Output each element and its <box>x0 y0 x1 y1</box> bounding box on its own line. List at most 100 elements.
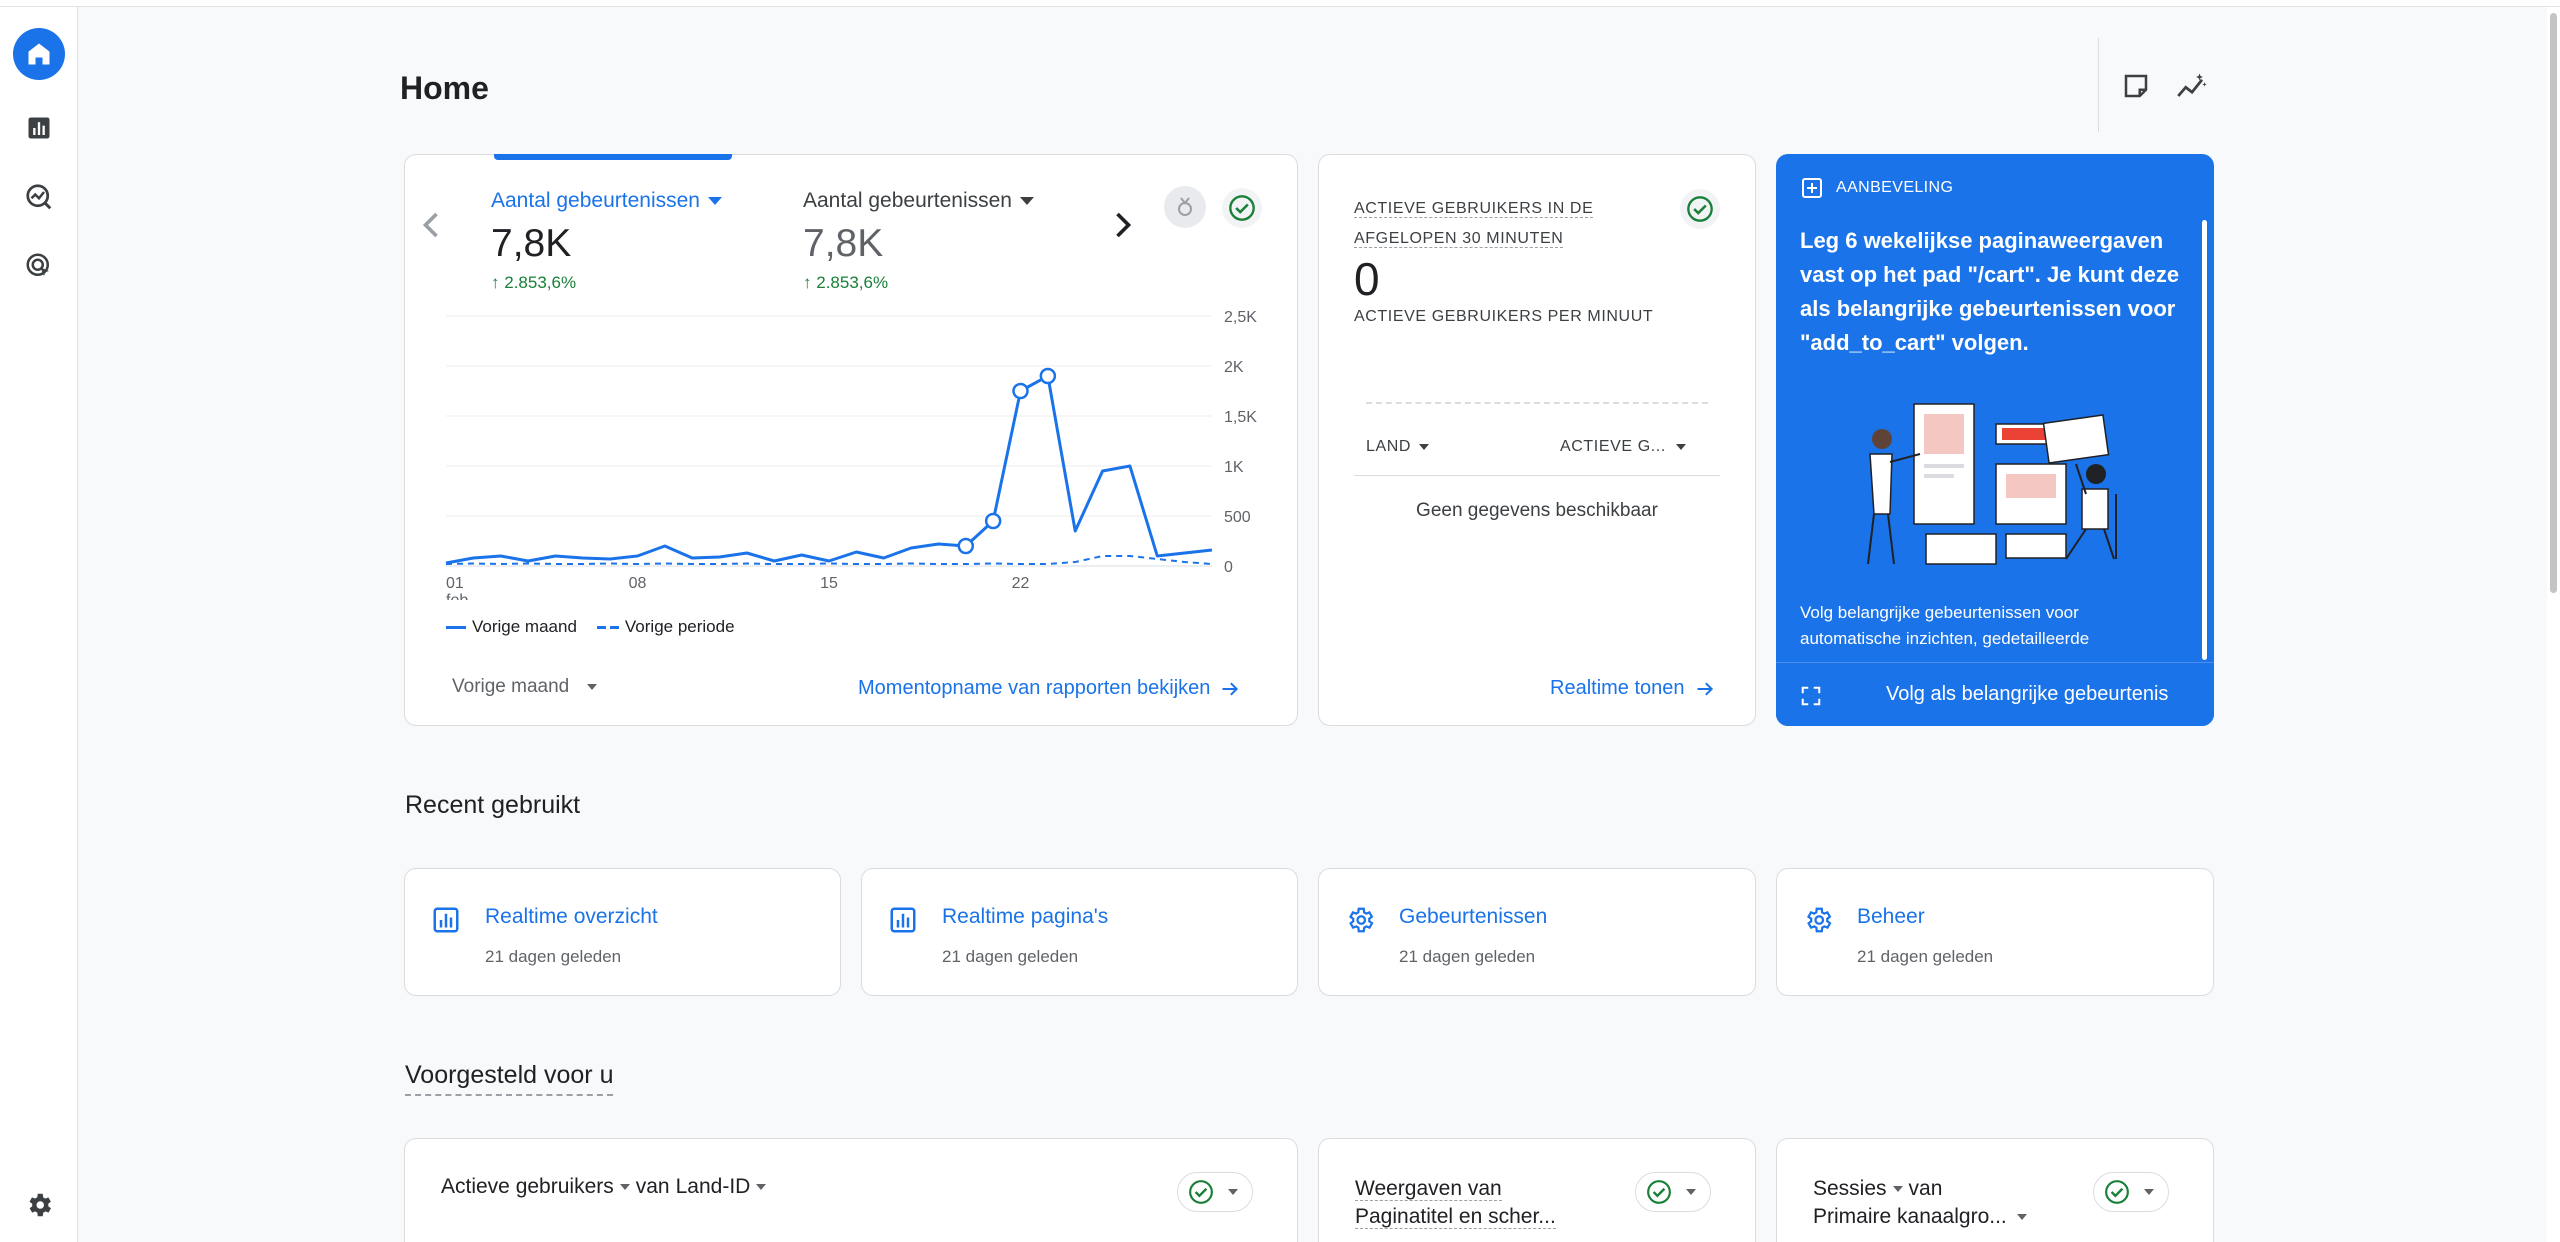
legend-previous: Vorige periode <box>596 617 735 637</box>
suggested-joiner: van <box>635 1175 670 1198</box>
check-circle-icon <box>1189 1180 1213 1204</box>
arrow-up-icon: ↑ <box>803 273 812 292</box>
chevron-down-icon[interactable] <box>619 1184 630 1190</box>
realtime-link[interactable]: Realtime tonen <box>1550 677 1715 700</box>
suggested-section-title: Voorgesteld voor u <box>405 1061 614 1096</box>
metric-next-button[interactable] <box>1112 210 1134 245</box>
y-tick-label: 2,5K <box>1224 309 1257 326</box>
page-scrollbar[interactable] <box>2547 7 2560 1242</box>
recent-item[interactable]: Beheer 21 dagen geleden <box>1776 868 2214 996</box>
report-icon <box>433 907 459 933</box>
realtime-title-text-1: ACTIEVE GEBRUIKERS IN DE <box>1354 200 1594 218</box>
check-circle-icon <box>2105 1180 2129 1204</box>
recent-item-label: Beheer <box>1857 905 1925 928</box>
recommendation-badge: AANBEVELING <box>1800 176 1953 200</box>
medal-icon <box>1178 197 1192 216</box>
recent-item-label: Realtime overzicht <box>485 905 658 928</box>
chevron-down-icon[interactable] <box>1892 1186 1903 1192</box>
follow-key-event-button[interactable]: Volg als belangrijke gebeurtenis <box>1886 683 2169 705</box>
chevron-down-icon[interactable] <box>756 1184 767 1190</box>
legend-current-label: Vorige maand <box>472 617 577 636</box>
suggested-card-title: Weergaven van Paginatitel en scher... <box>1355 1175 1556 1231</box>
suggested-dimension-line: Primaire kanaalgro... <box>1813 1203 2027 1231</box>
sticky-note-icon <box>2124 74 2148 98</box>
recent-item[interactable]: Realtime overzicht 21 dagen geleden <box>404 868 841 996</box>
suggested-dimension-line: Paginatitel en scher... <box>1355 1203 1556 1231</box>
col-country-header[interactable]: LAND <box>1366 438 1430 456</box>
suggested-dimension[interactable]: Paginatitel en scher... <box>1355 1205 1556 1229</box>
suggested-dimension[interactable]: Primaire kanaalgro... <box>1813 1205 2007 1228</box>
metric-1-selector[interactable]: Aantal gebeurtenissen <box>491 189 722 213</box>
metric-prev-button[interactable] <box>420 210 442 245</box>
chart-data-point <box>957 537 975 555</box>
chevron-down-icon[interactable] <box>2016 1214 2027 1220</box>
date-range-selector[interactable]: Vorige maand <box>452 676 598 698</box>
chart-data-point <box>1039 367 1057 385</box>
gear-icon <box>1349 907 1374 933</box>
arrow-right-icon <box>1697 681 1713 696</box>
col-country-label: LAND <box>1366 438 1412 455</box>
recent-item[interactable]: Realtime pagina's 21 dagen geleden <box>861 868 1298 996</box>
status-check-button[interactable] <box>1222 188 1262 228</box>
report-snapshot-link[interactable]: Momentopname van rapporten bekijken <box>858 677 1240 700</box>
nav-reports-button[interactable] <box>13 102 65 154</box>
recent-item-time: 21 dagen geleden <box>485 947 622 966</box>
chevron-down-icon <box>1686 1189 1696 1195</box>
x-tick-label: 15 <box>820 575 838 592</box>
gear-icon <box>1807 907 1832 933</box>
top-bar <box>0 0 2560 7</box>
suggested-card-menu[interactable] <box>1177 1172 1253 1212</box>
suggested-metric[interactable]: Weergaven van <box>1355 1177 1502 1201</box>
report-icon <box>890 907 916 933</box>
recent-item[interactable]: Gebeurtenissen 21 dagen geleden <box>1318 868 1756 996</box>
col-active-label: ACTIEVE G... <box>1560 438 1666 455</box>
y-tick-label: 1K <box>1224 459 1244 476</box>
expand-icon[interactable] <box>1800 685 1822 707</box>
realtime-status-button[interactable] <box>1680 189 1720 229</box>
metric-1-change-value: 2.853,6% <box>504 273 577 292</box>
chevron-down-icon <box>1228 1189 1238 1195</box>
recommendation-badge-label: AANBEVELING <box>1836 179 1954 196</box>
recommendation-headline: Leg 6 wekelijkse paginaweergaven vast op… <box>1800 228 2180 355</box>
suggested-card-title: Sessies van Primaire kanaalgro... <box>1813 1175 2027 1231</box>
realtime-value: 0 <box>1354 253 1380 305</box>
nav-advertising-button[interactable] <box>13 240 65 292</box>
insights-button[interactable] <box>2174 68 2210 104</box>
realtime-empty-state: Geen gegevens beschikbaar <box>1416 500 1658 521</box>
y-tick-label: 1,5K <box>1224 409 1257 426</box>
chevron-down-icon <box>2144 1189 2154 1195</box>
nav-explore-button[interactable] <box>13 171 65 223</box>
realtime-title: ACTIEVE GEBRUIKERS IN DE AFGELOPEN 30 MI… <box>1354 194 1594 254</box>
suggested-card-title: Actieve gebruikers van Land-ID <box>441 1175 767 1199</box>
metric-2-selector[interactable]: Aantal gebeurtenissen <box>803 189 1034 213</box>
active-metric-indicator <box>494 154 732 160</box>
chevron-right-icon <box>1116 212 1132 238</box>
realtime-title-line-2: AFGELOPEN 30 MINUTEN <box>1354 224 1593 254</box>
suggested-card-menu[interactable] <box>1635 1172 1711 1212</box>
suggested-dimension[interactable]: Land-ID <box>675 1175 751 1198</box>
home-icon <box>28 43 50 65</box>
notes-button[interactable] <box>2118 68 2154 104</box>
arrow-up-icon: ↑ <box>491 273 500 292</box>
suggested-card-menu[interactable] <box>2093 1172 2169 1212</box>
nav-home-button[interactable] <box>13 28 65 80</box>
gear-icon <box>29 1193 52 1217</box>
suggested-metric[interactable]: Sessies <box>1813 1177 1887 1200</box>
suggested-metric[interactable]: Actieve gebruikers <box>441 1175 614 1198</box>
nav-settings-button[interactable] <box>13 1179 65 1231</box>
badge-button[interactable] <box>1164 186 1206 228</box>
x-tick-label: 08 <box>629 575 647 592</box>
chevron-down-icon <box>1020 197 1034 205</box>
y-tick-label: 2K <box>1224 359 1244 376</box>
legend-previous-label: Vorige periode <box>624 617 735 636</box>
scrollbar-thumb[interactable] <box>2550 13 2557 593</box>
col-active-header[interactable]: ACTIEVE G... <box>1560 438 1686 456</box>
recommendation-action-bar: Volg als belangrijke gebeurtenis <box>1776 662 2214 726</box>
suggested-metric-line: Sessies van <box>1813 1175 2027 1203</box>
table-divider <box>1354 475 1720 476</box>
recommendation-scrollbar[interactable] <box>2202 220 2207 660</box>
header-divider <box>2098 38 2099 132</box>
recent-item-label: Gebeurtenissen <box>1399 905 1548 928</box>
recent-item-label: Realtime pagina's <box>942 905 1109 928</box>
suggested-joiner: van <box>1908 1177 1943 1200</box>
